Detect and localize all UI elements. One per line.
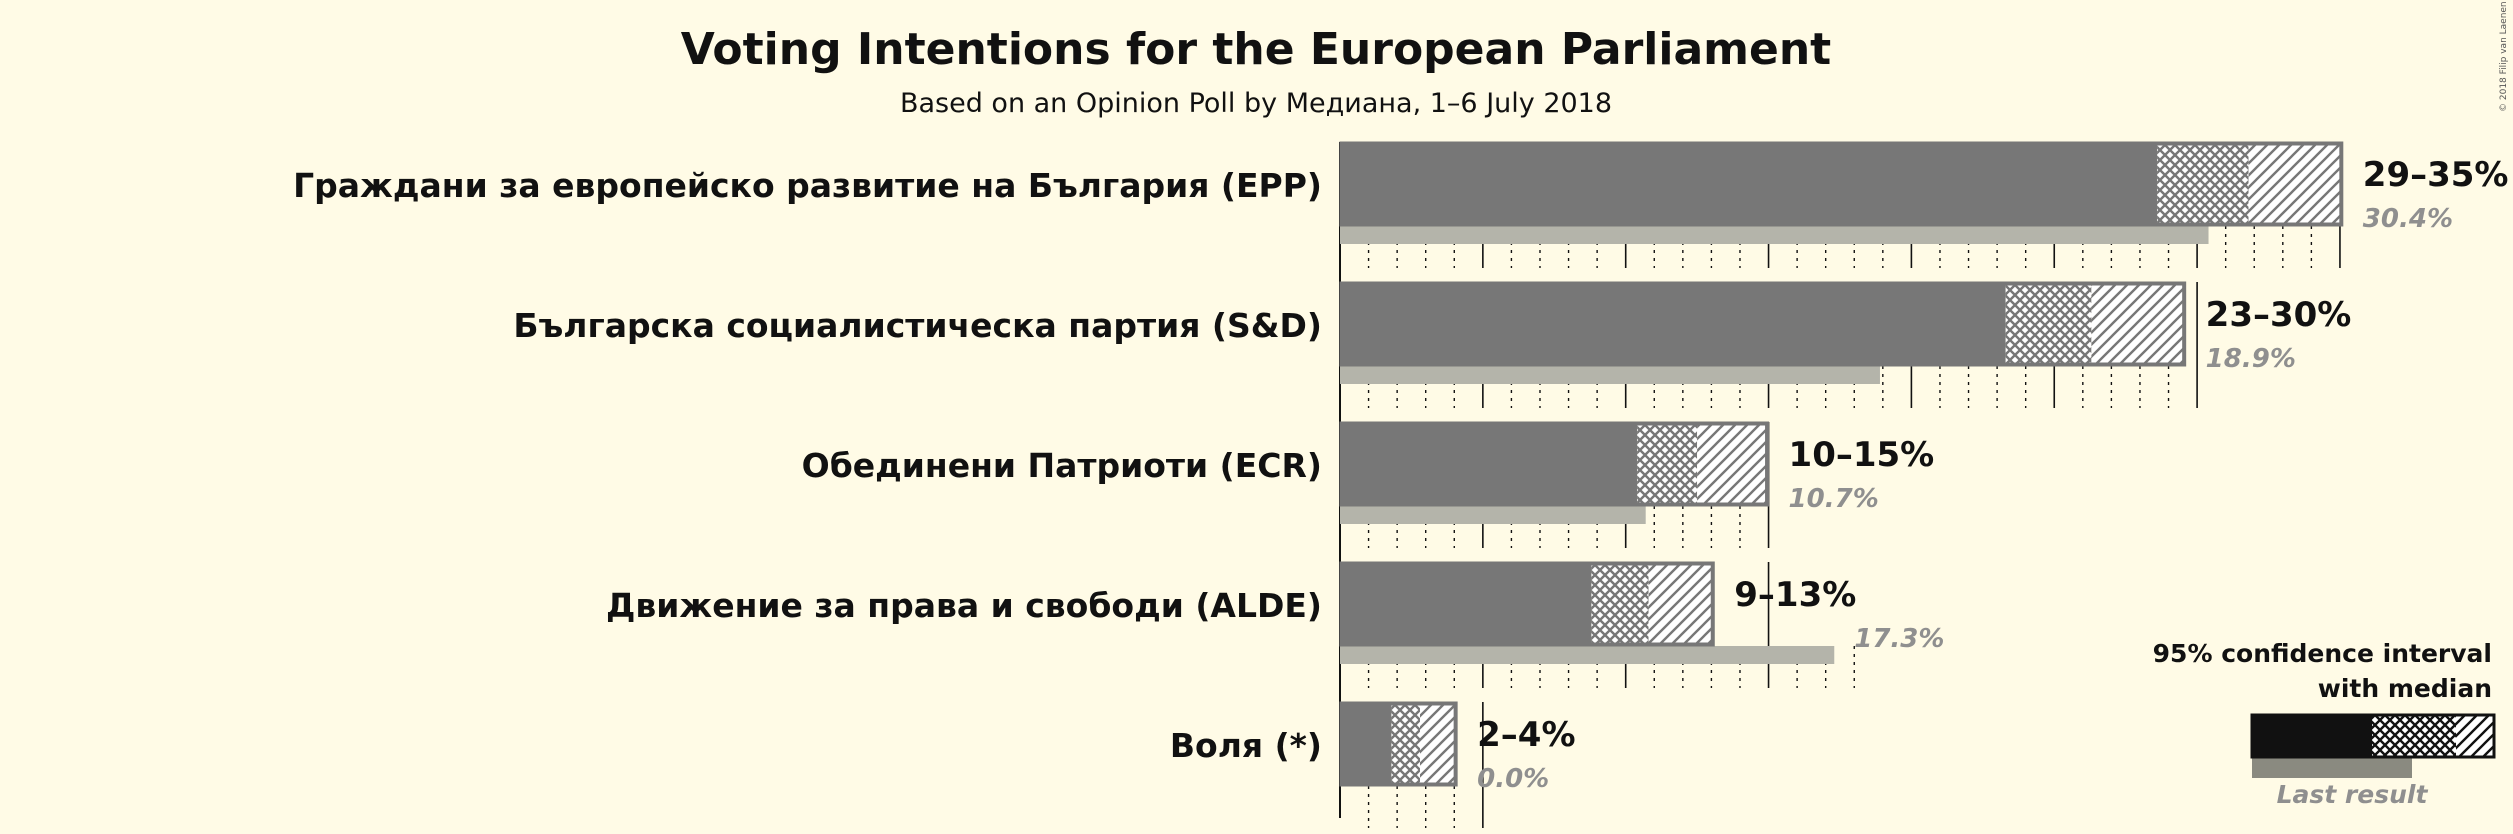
last-result-label: 30.4% [2363, 204, 2453, 234]
legend-median-bar [2252, 715, 2372, 757]
party-row: Обединени Патриоти (ECR) 10–15% 10.7% [802, 421, 1935, 524]
legend-title-line1: 95% confidence interval [2153, 639, 2492, 668]
bar-outline [1339, 701, 1458, 787]
party-label: Движение за права и свободи (ALDE) [606, 586, 1322, 625]
range-label: 9–13% [1734, 575, 1856, 615]
median-to-ci-high-segment [1419, 702, 1458, 786]
last-result-label: 10.7% [1789, 484, 1879, 514]
chart-subtitle: Based on an Opinion Poll by Медиана, 1–6… [900, 88, 1612, 119]
bar-outline [1339, 561, 1715, 647]
legend-ci-outline [2250, 713, 2496, 759]
last-result-label: 18.9% [2206, 344, 2296, 374]
bar-outline [1339, 141, 2344, 227]
range-label: 23–30% [2206, 295, 2352, 335]
range-label: 10–15% [1789, 435, 1935, 475]
party-label: Българска социалистическа партия (S&D) [513, 306, 1322, 345]
bar-to-ci-low [1340, 562, 1592, 646]
bar-outline [1339, 421, 1770, 507]
last-result-bar [1340, 646, 1835, 664]
party-row: Граждани за европейско развитие на Бълга… [293, 141, 2509, 244]
chart-title: Voting Intentions for the European Parli… [681, 24, 1831, 75]
party-label: Обединени Патриоти (ECR) [802, 446, 1322, 485]
median-to-ci-high-segment [2248, 142, 2343, 226]
party-row: Воля (*) 2–4% 0.0% [1170, 701, 1576, 794]
median-to-ci-high-segment [2091, 282, 2186, 366]
median-to-ci-high-segment [1648, 562, 1715, 646]
ci-low-to-median-segment [2005, 282, 2092, 366]
last-result-bar [1340, 366, 1880, 384]
legend-last-result-label: Last result [2277, 780, 2429, 809]
party-row: Българска социалистическа партия (S&D) 23… [513, 281, 2352, 384]
ci-low-to-median-segment [1391, 702, 1420, 786]
legend-title-line2: with median [2318, 674, 2492, 703]
bar-to-ci-low [1340, 422, 1638, 506]
last-result-label: 17.3% [1854, 624, 1944, 654]
ci-low-to-median-segment [1637, 422, 1698, 506]
last-result-bar [1340, 506, 1646, 524]
bar-outline [1339, 281, 2187, 367]
last-result-bar [1340, 226, 2209, 244]
legend-ci-low-segment [2372, 715, 2456, 757]
party-row: Движение за права и свободи (ALDE) 9–13% 1… [606, 561, 1944, 664]
range-label: 29–35% [2363, 155, 2509, 195]
last-result-label: 0.0% [1477, 764, 1549, 794]
median-to-ci-high-segment [1697, 422, 1769, 506]
bar-to-ci-low [1340, 282, 2006, 366]
legend: 95% confidence interval with median Last… [2153, 639, 2496, 809]
bar-to-ci-low [1340, 702, 1392, 786]
copyright-note: © 2018 Filip van Laenen [2499, 1, 2509, 112]
range-label: 2–4% [1477, 715, 1575, 755]
ci-low-to-median-segment [1591, 562, 1649, 646]
legend-ci-high-segment [2456, 715, 2494, 757]
bar-rows: Граждани за европейско развитие на Бълга… [293, 141, 2509, 794]
bar-to-ci-low [1340, 142, 2158, 226]
party-label: Воля (*) [1170, 726, 1322, 765]
party-label: Граждани за европейско развитие на Бълга… [293, 166, 1322, 205]
ci-low-to-median-segment [2157, 142, 2249, 226]
